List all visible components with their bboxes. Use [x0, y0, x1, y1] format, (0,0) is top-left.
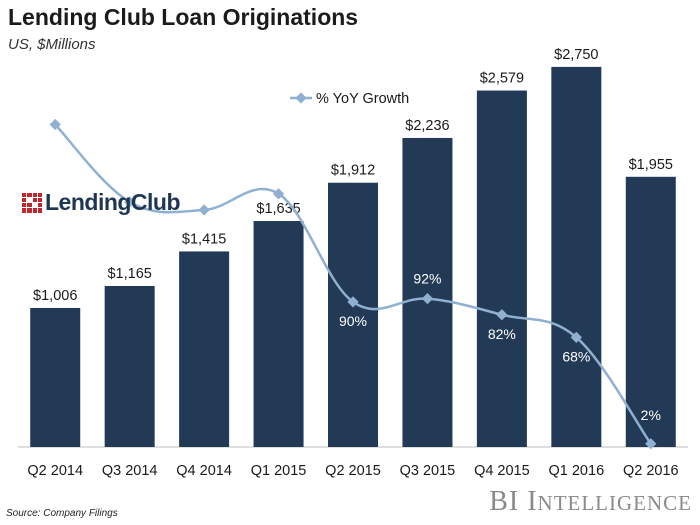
- bar-q2-2014: [30, 307, 81, 447]
- bar-value-label: $2,579: [480, 71, 524, 87]
- growth-value-label: 92%: [413, 271, 441, 287]
- x-tick-label: Q1 2015: [251, 463, 307, 479]
- bar-value-label: $1,955: [629, 157, 673, 173]
- growth-value-label: 90%: [339, 313, 367, 329]
- source-note: Source: Company Filings: [6, 508, 118, 519]
- bar-q3-2015: [402, 137, 453, 447]
- bar-value-label: $2,236: [405, 118, 449, 134]
- growth-value-label: 82%: [488, 326, 516, 342]
- bar-q4-2015: [476, 90, 527, 448]
- lendingclub-logo-text: LendingClub: [45, 189, 181, 215]
- brand-part-1: BI I: [489, 486, 538, 517]
- x-tick-label: Q1 2016: [549, 463, 605, 479]
- growth-point: [49, 118, 61, 131]
- bar-value-label: $2,750: [554, 47, 598, 63]
- growth-point: [198, 204, 210, 216]
- growth-point: [347, 296, 359, 308]
- lendingclub-logo: LendingClub: [22, 189, 181, 216]
- growth-point: [124, 196, 136, 208]
- bar-q4-2014: [179, 251, 230, 447]
- lendingclub-logo-icon: [22, 192, 42, 213]
- legend-marker-icon: [295, 92, 307, 104]
- x-tick-label: Q2 2014: [27, 463, 83, 479]
- bar-q2-2016: [625, 176, 676, 447]
- bar-value-label: $1,912: [331, 163, 375, 179]
- legend-label: % YoY Growth: [316, 91, 409, 107]
- x-tick-label: Q4 2014: [176, 463, 232, 479]
- bar-q1-2016: [551, 66, 602, 448]
- growth-value-label: 68%: [562, 348, 590, 364]
- bar-q2-2015: [328, 182, 378, 447]
- chart-title: Lending Club Loan Originations: [8, 4, 359, 30]
- growth-point: [272, 188, 285, 200]
- x-tick-label: Q3 2014: [102, 463, 158, 479]
- x-tick-label: Q4 2015: [474, 463, 530, 479]
- bar-value-label: $1,006: [33, 288, 77, 304]
- x-tick-label: Q2 2016: [623, 463, 679, 479]
- bar-q3-2014: [104, 285, 155, 447]
- growth-point: [496, 309, 508, 321]
- growth-point: [645, 438, 657, 450]
- growth-point: [421, 292, 434, 305]
- brand-part-2: NTELLIGENCE: [537, 491, 692, 515]
- growth-value-label: 2%: [641, 407, 661, 423]
- bar-value-label: $1,415: [182, 231, 226, 247]
- chart-subtitle: US, $Millions: [8, 36, 96, 53]
- bar-value-label: $1,165: [107, 266, 151, 282]
- bar-q1-2015: [253, 221, 304, 447]
- x-tick-label: Q3 2015: [400, 463, 456, 479]
- x-tick-label: Q2 2015: [325, 463, 381, 479]
- growth-point: [570, 331, 582, 344]
- bi-intelligence-brand: BI INTELLIGENCE: [489, 486, 692, 518]
